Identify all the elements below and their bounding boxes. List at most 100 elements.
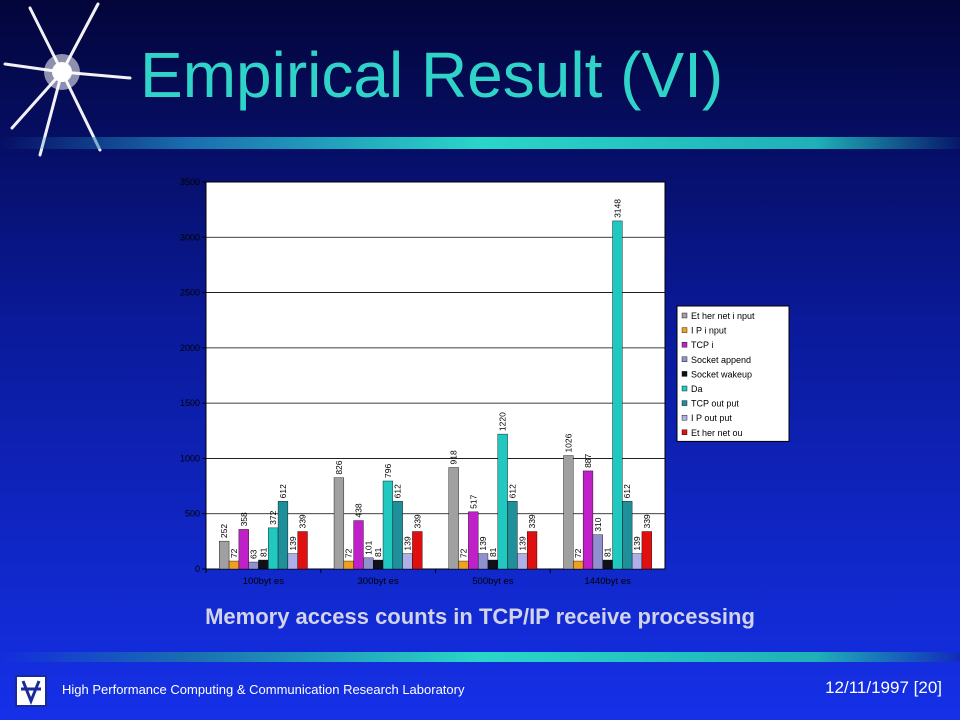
data-label: 72 xyxy=(458,548,468,558)
bar xyxy=(497,433,508,570)
bar xyxy=(297,531,308,570)
data-label: 612 xyxy=(622,484,632,498)
bar xyxy=(382,480,394,570)
bar xyxy=(258,559,269,570)
data-label: 339 xyxy=(642,514,652,528)
y-tick-label: 3000 xyxy=(180,232,200,242)
data-label: 887 xyxy=(583,453,593,467)
data-label: 72 xyxy=(229,548,239,558)
y-tick-label: 0 xyxy=(195,564,200,574)
footer-divider xyxy=(0,652,960,662)
bar xyxy=(238,529,249,570)
legend-swatch xyxy=(681,356,688,363)
bar xyxy=(228,560,240,570)
legend-swatch xyxy=(681,385,688,392)
bar xyxy=(517,553,528,570)
data-label: 310 xyxy=(593,517,603,531)
y-tick-label: 1000 xyxy=(180,453,200,463)
data-label: 72 xyxy=(573,548,583,558)
data-label: 252 xyxy=(219,524,229,538)
data-label: 139 xyxy=(632,536,642,550)
data-label: 81 xyxy=(373,547,383,557)
y-tick-label: 3500 xyxy=(180,177,200,187)
legend-entry: TCP i xyxy=(691,340,713,350)
bar xyxy=(477,553,489,570)
data-label: 358 xyxy=(239,512,249,526)
bar xyxy=(622,501,633,570)
data-label: 796 xyxy=(383,464,393,478)
page-title: Empirical Result (VI) xyxy=(140,39,724,111)
data-label: 1026 xyxy=(563,433,573,452)
data-label: 517 xyxy=(468,494,478,508)
x-tick-label: 300byt es xyxy=(358,576,399,587)
bar xyxy=(563,455,574,570)
bar xyxy=(268,527,279,570)
legend-entry: Et her net ou xyxy=(691,428,743,438)
data-label: 339 xyxy=(298,514,308,528)
data-label: 139 xyxy=(403,536,413,550)
bar xyxy=(487,559,498,570)
footer-date: 12/11/1997 xyxy=(825,678,909,697)
bar xyxy=(582,470,594,570)
bar xyxy=(363,557,374,570)
bar xyxy=(612,220,623,570)
data-label: 3148 xyxy=(612,199,622,218)
bar xyxy=(641,531,652,570)
y-tick-label: 2000 xyxy=(180,343,200,353)
legend-swatch xyxy=(681,400,688,406)
x-tick-label: 100byt es xyxy=(243,576,284,587)
bar xyxy=(526,531,538,570)
footer-lab-name: High Performance Computing & Communicati… xyxy=(62,682,465,697)
data-label: 918 xyxy=(449,450,459,464)
data-label: 139 xyxy=(478,536,488,550)
chart-caption: Memory access counts in TCP/IP receive p… xyxy=(205,604,755,629)
data-label: 612 xyxy=(393,484,403,498)
bar xyxy=(448,467,459,570)
legend-swatch xyxy=(681,429,688,435)
legend-swatch xyxy=(681,371,688,377)
bar xyxy=(287,553,298,570)
y-tick-label: 500 xyxy=(185,509,200,519)
bar-chart: 0 500 1000 1500 2000 2500 3000 3500 252 72 358 63 81… xyxy=(170,172,800,597)
x-tick-label: 1440byt es xyxy=(584,576,631,587)
data-label: 81 xyxy=(488,547,498,557)
data-label: 81 xyxy=(258,547,268,557)
bar xyxy=(333,477,345,570)
legend-swatch xyxy=(681,327,688,333)
legend-swatch xyxy=(681,414,688,421)
bar xyxy=(277,501,289,570)
legend-entry: Da xyxy=(691,384,703,394)
x-tick-label: 500byt es xyxy=(472,576,513,587)
bar xyxy=(373,559,384,570)
footer-date-page: 12/11/1997 [20] xyxy=(825,678,942,698)
bar xyxy=(631,553,643,570)
legend-entry: TCP out put xyxy=(691,399,739,409)
data-label: 339 xyxy=(412,514,422,528)
bar xyxy=(573,560,584,570)
starburst-logo xyxy=(3,2,132,157)
bar xyxy=(592,534,603,570)
bar xyxy=(602,559,613,570)
data-label: 612 xyxy=(278,484,288,498)
bar xyxy=(219,540,230,570)
bar xyxy=(507,501,518,570)
data-label: 63 xyxy=(249,549,259,559)
legend-entry: Socket append xyxy=(691,355,751,365)
data-label: 826 xyxy=(334,460,344,474)
title-divider xyxy=(0,137,960,149)
bar xyxy=(412,531,423,570)
lab-logo-icon xyxy=(15,675,47,707)
data-label: 438 xyxy=(354,503,364,517)
data-label: 612 xyxy=(507,484,517,498)
bar xyxy=(458,560,469,570)
legend-swatch xyxy=(681,312,688,319)
legend-entry: I P out put xyxy=(691,413,732,423)
bar xyxy=(343,560,354,570)
legend-entry: I P i nput xyxy=(691,326,727,336)
bar xyxy=(468,511,479,570)
bar xyxy=(353,520,364,570)
y-tick-label: 2500 xyxy=(180,288,200,298)
legend-entry: Socket wakeup xyxy=(691,369,752,379)
legend-swatch xyxy=(681,341,688,348)
